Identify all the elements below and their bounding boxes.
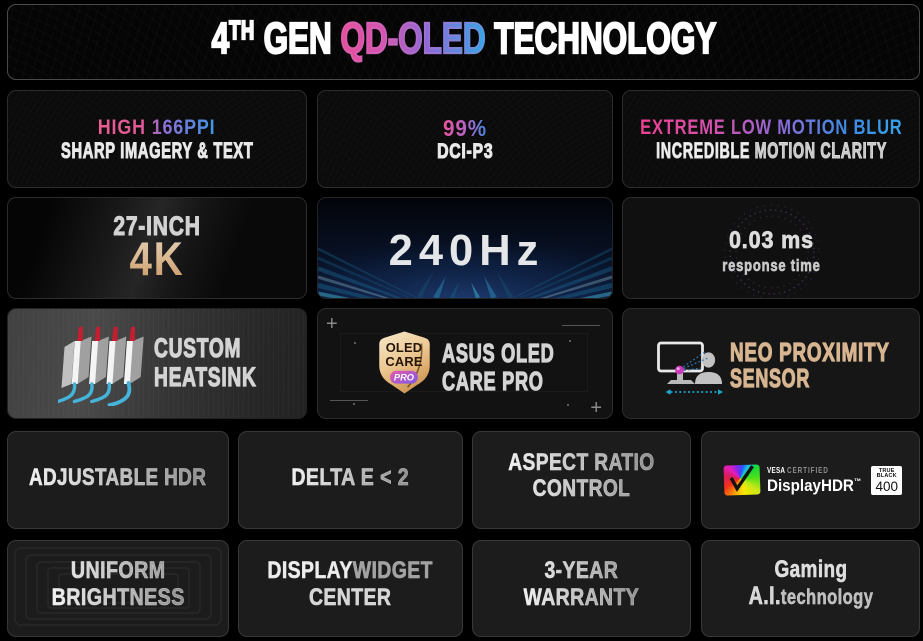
svg-text:OLED: OLED: [386, 340, 423, 355]
svg-text:PRO: PRO: [394, 372, 415, 382]
svg-text:CARE: CARE: [385, 354, 422, 369]
